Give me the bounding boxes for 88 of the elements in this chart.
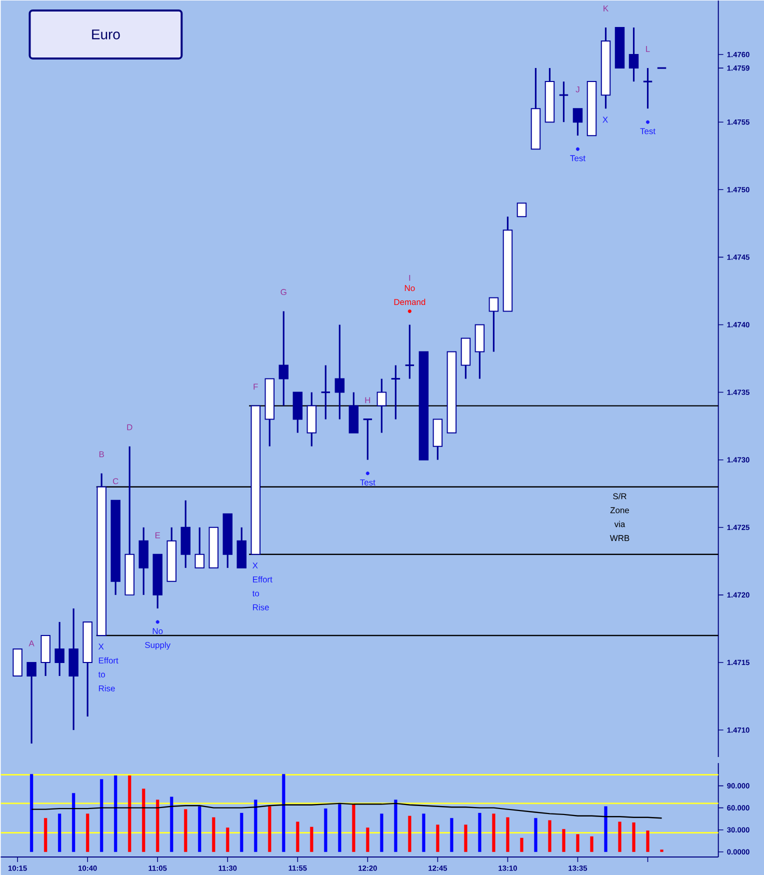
annotation: I <box>409 274 410 281</box>
bar <box>310 826 314 852</box>
bar <box>184 809 188 852</box>
bar <box>226 828 230 852</box>
candlestick <box>390 364 401 420</box>
point <box>156 620 160 624</box>
bar <box>478 812 482 852</box>
candlestick <box>488 296 498 353</box>
annotation: D <box>127 424 132 430</box>
candlestick <box>320 364 331 420</box>
bar <box>562 829 566 852</box>
bar <box>254 800 258 852</box>
annotation: G <box>280 289 286 296</box>
bar <box>268 806 272 852</box>
annotation: S/R Zone via WRB <box>610 493 630 542</box>
candlestick <box>334 324 344 420</box>
bar <box>506 817 510 852</box>
bar <box>86 814 89 852</box>
annotation: E <box>155 532 160 538</box>
annotation: A <box>28 640 34 646</box>
bar <box>30 774 33 852</box>
annotation: Test <box>640 128 656 134</box>
bar <box>394 800 398 852</box>
bar <box>338 804 342 852</box>
candlestick <box>54 621 64 677</box>
bar <box>44 818 47 852</box>
bar <box>324 808 328 852</box>
candlestick <box>572 108 582 136</box>
bar <box>240 812 244 852</box>
annotation: X Effort to Rise <box>252 562 272 610</box>
bar <box>366 828 370 852</box>
bar <box>492 814 496 852</box>
annotation: No Supply <box>144 628 170 650</box>
candlestick <box>376 378 386 434</box>
bar <box>170 796 174 852</box>
annotation: X Effort to Rise <box>98 644 118 692</box>
annotation: C <box>112 478 118 484</box>
annotation: B <box>99 451 104 458</box>
text: Euro <box>92 30 120 40</box>
bar <box>618 822 622 852</box>
annotation: K <box>603 6 608 12</box>
bar <box>590 836 594 852</box>
bar <box>380 814 384 852</box>
bar <box>464 824 468 852</box>
bar <box>100 779 103 852</box>
point <box>576 147 580 151</box>
candlestick <box>194 526 204 569</box>
candlestick <box>558 80 569 123</box>
bar <box>114 775 117 852</box>
annotation: X <box>602 116 608 123</box>
candlestick <box>26 662 36 744</box>
candlestick <box>642 67 653 110</box>
bar <box>632 822 636 852</box>
bar <box>296 822 300 852</box>
bar <box>604 806 608 852</box>
candlestick <box>404 324 415 380</box>
candlestick <box>628 26 638 82</box>
bar <box>142 788 146 852</box>
point <box>646 120 650 124</box>
bar <box>58 814 61 852</box>
bar <box>198 806 202 852</box>
annotation: J <box>576 86 580 92</box>
annotation: Test <box>570 155 586 162</box>
annotation: H <box>365 397 370 404</box>
bar <box>72 793 75 852</box>
bar <box>548 820 552 852</box>
bar <box>282 774 286 852</box>
annotation: L <box>646 46 650 52</box>
candlestick <box>516 202 526 218</box>
point <box>366 472 370 476</box>
bar <box>534 818 538 852</box>
annotation: No Demand <box>394 285 425 306</box>
annotation: Test <box>360 480 376 486</box>
bar <box>646 830 650 852</box>
bar <box>450 818 454 852</box>
bar <box>128 775 132 852</box>
bar <box>436 824 440 852</box>
bar <box>520 838 524 852</box>
bar <box>422 814 426 852</box>
bar <box>156 800 160 852</box>
candlestick <box>278 310 288 407</box>
candlestick <box>362 418 373 461</box>
bar <box>212 817 216 852</box>
bar <box>576 834 580 852</box>
point <box>408 309 412 314</box>
annotation: F <box>254 384 258 390</box>
bar <box>352 804 356 852</box>
bar <box>408 816 412 852</box>
